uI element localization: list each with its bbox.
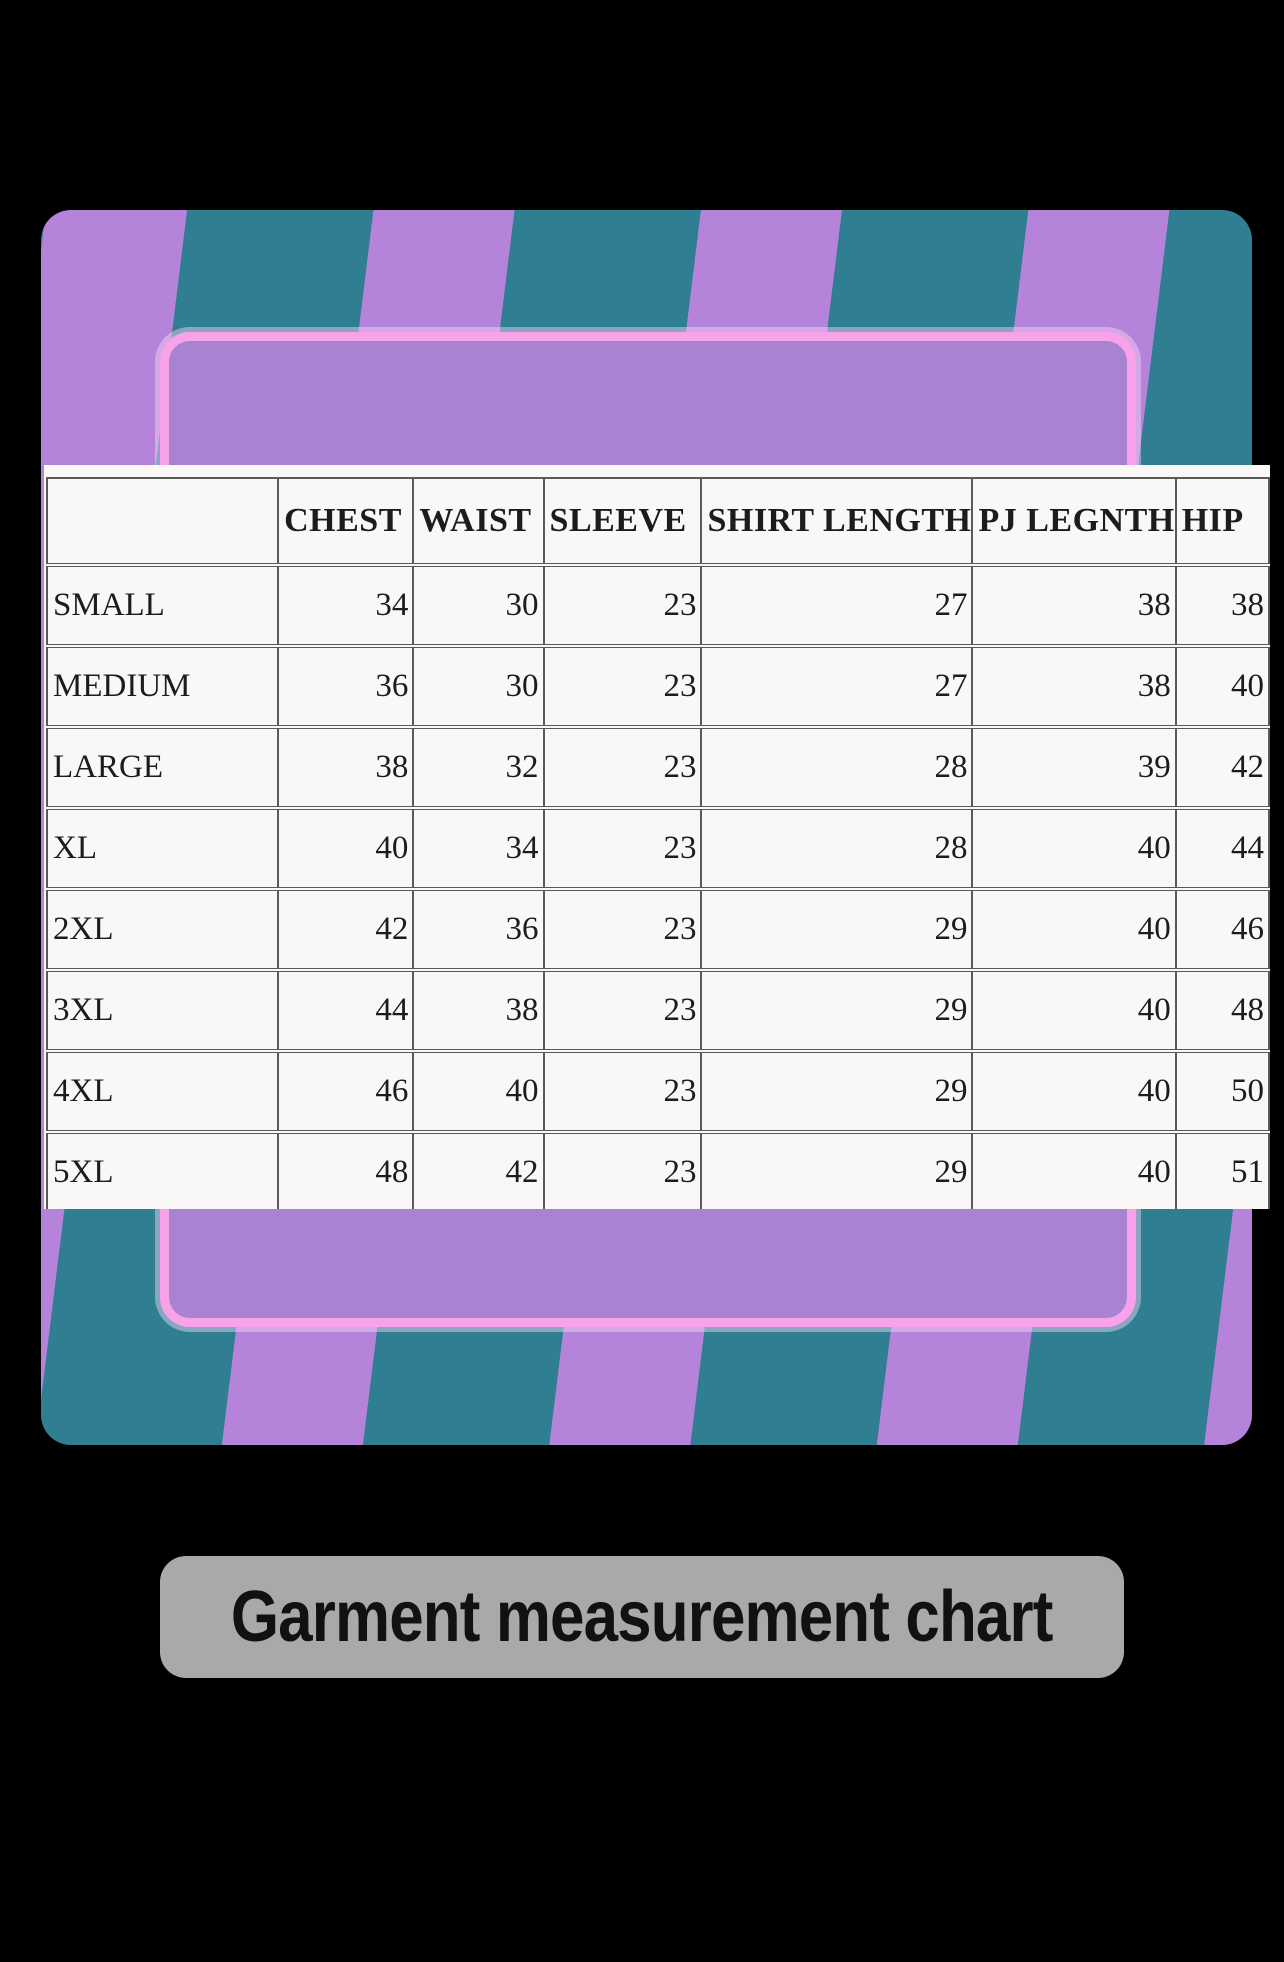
- column-header: CHEST: [277, 477, 415, 567]
- measurement-cell: 50: [1174, 1049, 1270, 1134]
- column-header: SLEEVE: [542, 477, 703, 567]
- measurement-cell: 51: [1174, 1130, 1270, 1209]
- measurement-cell: 23: [542, 1049, 703, 1134]
- caption-pill: Garment measurement chart: [160, 1556, 1124, 1678]
- measurement-table: CHEST WAIST SLEEVE SHIRT LENGTH PJ LEGNTH HIP…: [45, 477, 1270, 1209]
- measurement-table-container: CHEST WAIST SLEEVE SHIRT LENGTH PJ LEGNTH HIP…: [44, 465, 1270, 1209]
- measurement-cell: 34: [277, 563, 415, 648]
- measurement-cell: 40: [971, 1130, 1177, 1209]
- measurement-cell: 29: [700, 1130, 974, 1209]
- measurement-cell: 27: [700, 644, 974, 729]
- column-header: SHIRT LENGTH: [700, 477, 974, 567]
- measurement-cell: 42: [277, 887, 415, 972]
- measurement-cell: 40: [412, 1049, 545, 1134]
- table-row: 3XL 44 38 23 29 40 48: [45, 968, 1270, 1053]
- size-cell: LARGE: [45, 725, 280, 810]
- measurement-cell: 44: [277, 968, 415, 1053]
- measurement-cell: 30: [412, 563, 545, 648]
- measurement-cell: 23: [542, 806, 703, 891]
- column-header: HIP: [1174, 477, 1270, 567]
- measurement-cell: 40: [971, 1049, 1177, 1134]
- table-row: 2XL 42 36 23 29 40 46: [45, 887, 1270, 972]
- measurement-cell: 40: [971, 806, 1177, 891]
- measurement-cell: 28: [700, 806, 974, 891]
- measurement-cell: 48: [1174, 968, 1270, 1053]
- measurement-cell: 34: [412, 806, 545, 891]
- measurement-cell: 23: [542, 887, 703, 972]
- table-row: LARGE 38 32 23 28 39 42: [45, 725, 1270, 810]
- measurement-cell: 38: [412, 968, 545, 1053]
- column-header: [45, 477, 280, 567]
- measurement-cell: 44: [1174, 806, 1270, 891]
- measurement-cell: 28: [700, 725, 974, 810]
- size-cell: 5XL: [45, 1130, 280, 1209]
- size-cell: SMALL: [45, 563, 280, 648]
- measurement-cell: 46: [277, 1049, 415, 1134]
- table-row: 5XL 48 42 23 29 40 51: [45, 1130, 1270, 1209]
- header-row: CHEST WAIST SLEEVE SHIRT LENGTH PJ LEGNTH HIP: [45, 477, 1270, 567]
- measurement-cell: 40: [277, 806, 415, 891]
- measurement-cell: 40: [1174, 644, 1270, 729]
- measurement-cell: 38: [971, 563, 1177, 648]
- caption-text: Garment measurement chart: [231, 1577, 1053, 1657]
- table-row: XL 40 34 23 28 40 44: [45, 806, 1270, 891]
- measurement-cell: 29: [700, 887, 974, 972]
- size-cell: 3XL: [45, 968, 280, 1053]
- size-cell: 4XL: [45, 1049, 280, 1134]
- measurement-cell: 40: [971, 968, 1177, 1053]
- size-cell: XL: [45, 806, 280, 891]
- size-cell: MEDIUM: [45, 644, 280, 729]
- table-row: SMALL 34 30 23 27 38 38: [45, 563, 1270, 648]
- measurement-cell: 36: [412, 887, 545, 972]
- size-table-body: SMALL 34 30 23 27 38 38 MEDIUM 36 30 23 27 38 40 LARGE…: [45, 563, 1270, 1209]
- measurement-cell: 46: [1174, 887, 1270, 972]
- measurement-cell: 38: [971, 644, 1177, 729]
- table-row: 4XL 46 40 23 29 40 50: [45, 1049, 1270, 1134]
- measurement-cell: 38: [1174, 563, 1270, 648]
- column-header: WAIST: [412, 477, 545, 567]
- measurement-cell: 27: [700, 563, 974, 648]
- measurement-cell: 38: [277, 725, 415, 810]
- measurement-cell: 42: [1174, 725, 1270, 810]
- table-row: MEDIUM 36 30 23 27 38 40: [45, 644, 1270, 729]
- measurement-cell: 48: [277, 1130, 415, 1209]
- measurement-cell: 23: [542, 644, 703, 729]
- measurement-cell: 29: [700, 968, 974, 1053]
- measurement-cell: 39: [971, 725, 1177, 810]
- measurement-cell: 30: [412, 644, 545, 729]
- measurement-cell: 32: [412, 725, 545, 810]
- measurement-cell: 36: [277, 644, 415, 729]
- measurement-cell: 23: [542, 563, 703, 648]
- measurement-cell: 29: [700, 1049, 974, 1134]
- measurement-cell: 42: [412, 1130, 545, 1209]
- measurement-cell: 23: [542, 968, 703, 1053]
- measurement-cell: 23: [542, 725, 703, 810]
- measurement-cell: 40: [971, 887, 1177, 972]
- measurement-cell: 23: [542, 1130, 703, 1209]
- column-header: PJ LEGNTH: [971, 477, 1177, 567]
- size-cell: 2XL: [45, 887, 280, 972]
